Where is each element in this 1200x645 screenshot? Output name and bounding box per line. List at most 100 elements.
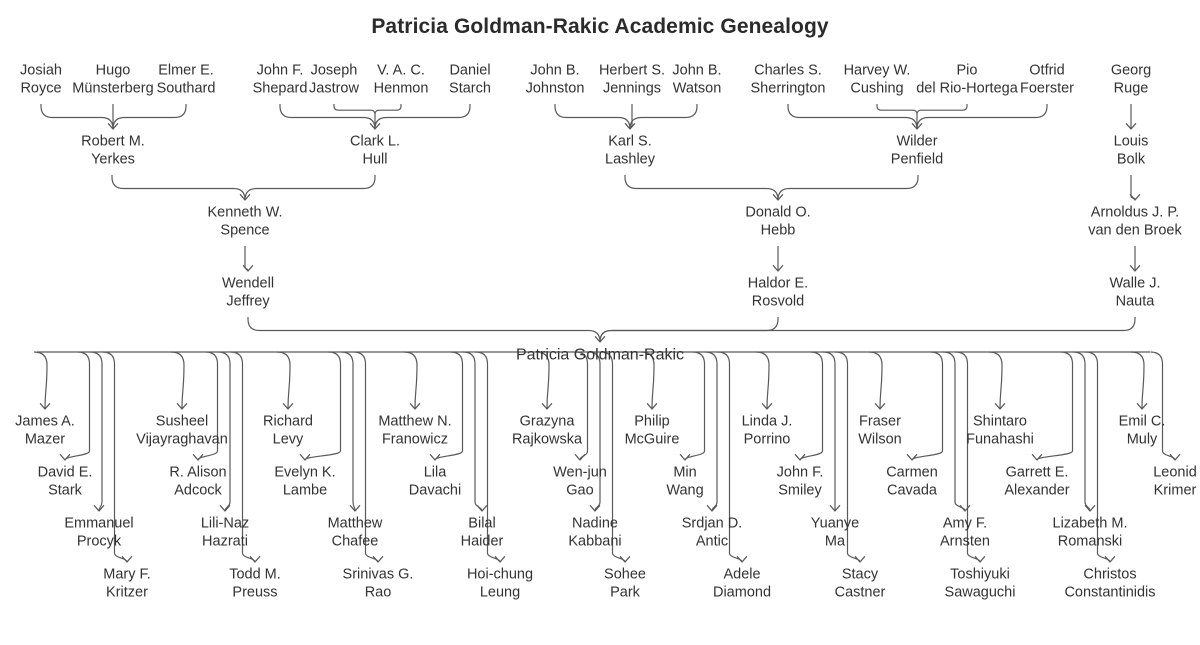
svg-text:Elmer E.: Elmer E. bbox=[158, 62, 214, 78]
svg-text:Yuanye: Yuanye bbox=[811, 515, 859, 531]
svg-text:Münsterberg: Münsterberg bbox=[72, 80, 153, 96]
svg-text:Lila: Lila bbox=[424, 464, 448, 480]
svg-text:Alexander: Alexander bbox=[1004, 482, 1069, 498]
svg-text:Franowicz: Franowicz bbox=[382, 431, 448, 447]
svg-text:Funahashi: Funahashi bbox=[966, 431, 1034, 447]
svg-text:Daniel: Daniel bbox=[449, 62, 490, 78]
svg-text:Preuss: Preuss bbox=[232, 584, 277, 600]
svg-text:Arnsten: Arnsten bbox=[940, 533, 990, 549]
svg-text:Cavada: Cavada bbox=[887, 482, 938, 498]
svg-text:Rao: Rao bbox=[365, 584, 392, 600]
svg-text:Penfield: Penfield bbox=[891, 151, 943, 167]
svg-text:John F.: John F. bbox=[257, 62, 304, 78]
svg-text:Lashley: Lashley bbox=[605, 151, 656, 167]
svg-text:Procyk: Procyk bbox=[77, 533, 122, 549]
svg-text:Kenneth W.: Kenneth W. bbox=[208, 204, 283, 220]
svg-text:Kritzer: Kritzer bbox=[106, 584, 148, 600]
svg-text:V. A. C.: V. A. C. bbox=[377, 62, 425, 78]
svg-text:Rosvold: Rosvold bbox=[752, 293, 804, 309]
svg-text:Foerster: Foerster bbox=[1020, 80, 1074, 96]
svg-text:Lizabeth M.: Lizabeth M. bbox=[1053, 515, 1128, 531]
svg-text:Jeffrey: Jeffrey bbox=[226, 293, 270, 309]
svg-text:Muly: Muly bbox=[1127, 431, 1158, 447]
svg-text:Christos: Christos bbox=[1083, 566, 1136, 582]
svg-text:Matthew: Matthew bbox=[328, 515, 383, 531]
svg-text:Louis: Louis bbox=[1114, 133, 1149, 149]
svg-text:Wen-jun: Wen-jun bbox=[553, 464, 607, 480]
svg-text:John B.: John B. bbox=[530, 62, 579, 78]
svg-text:Srinivas G.: Srinivas G. bbox=[343, 566, 414, 582]
svg-text:Walle J.: Walle J. bbox=[1109, 275, 1160, 291]
svg-text:Chafee: Chafee bbox=[332, 533, 379, 549]
svg-text:Adcock: Adcock bbox=[174, 482, 222, 498]
svg-text:del Rio-Hortega: del Rio-Hortega bbox=[916, 80, 1018, 96]
svg-text:Nadine: Nadine bbox=[572, 515, 618, 531]
svg-text:Smiley: Smiley bbox=[778, 482, 822, 498]
svg-text:Lili-Naz: Lili-Naz bbox=[201, 515, 249, 531]
svg-text:Stark: Stark bbox=[48, 482, 83, 498]
svg-text:Wilson: Wilson bbox=[858, 431, 902, 447]
svg-text:Royce: Royce bbox=[20, 80, 61, 96]
svg-text:David E.: David E. bbox=[38, 464, 93, 480]
svg-text:Jennings: Jennings bbox=[603, 80, 661, 96]
svg-text:Hugo: Hugo bbox=[96, 62, 131, 78]
svg-text:Constantinidis: Constantinidis bbox=[1064, 584, 1155, 600]
svg-text:Leung: Leung bbox=[480, 584, 520, 600]
svg-text:Evelyn K.: Evelyn K. bbox=[274, 464, 335, 480]
svg-text:Emmanuel: Emmanuel bbox=[64, 515, 133, 531]
svg-text:Harvey W.: Harvey W. bbox=[844, 62, 911, 78]
svg-text:Haider: Haider bbox=[461, 533, 504, 549]
svg-text:Donald O.: Donald O. bbox=[745, 204, 810, 220]
svg-text:Bolk: Bolk bbox=[1117, 151, 1146, 167]
svg-text:Diamond: Diamond bbox=[713, 584, 771, 600]
svg-text:Romanski: Romanski bbox=[1058, 533, 1122, 549]
svg-text:Mary F.: Mary F. bbox=[103, 566, 151, 582]
svg-text:Matthew N.: Matthew N. bbox=[378, 413, 451, 429]
svg-text:Leonid: Leonid bbox=[1153, 464, 1197, 480]
svg-text:Krimer: Krimer bbox=[1154, 482, 1197, 498]
svg-text:Sawaguchi: Sawaguchi bbox=[945, 584, 1016, 600]
svg-text:Joseph: Joseph bbox=[311, 62, 358, 78]
svg-text:Park: Park bbox=[610, 584, 641, 600]
svg-text:Pio: Pio bbox=[957, 62, 978, 78]
svg-text:Shepard: Shepard bbox=[253, 80, 308, 96]
svg-text:Robert M.: Robert M. bbox=[81, 133, 145, 149]
svg-text:Ma: Ma bbox=[825, 533, 846, 549]
svg-text:Porrino: Porrino bbox=[744, 431, 791, 447]
svg-text:Garrett E.: Garrett E. bbox=[1006, 464, 1069, 480]
svg-text:Philip: Philip bbox=[634, 413, 669, 429]
svg-text:Jastrow: Jastrow bbox=[309, 80, 359, 96]
svg-text:Spence: Spence bbox=[220, 222, 269, 238]
svg-text:Levy: Levy bbox=[273, 431, 304, 447]
svg-text:Mazer: Mazer bbox=[25, 431, 65, 447]
svg-text:McGuire: McGuire bbox=[625, 431, 680, 447]
svg-text:Gao: Gao bbox=[566, 482, 593, 498]
svg-text:Clark L.: Clark L. bbox=[350, 133, 400, 149]
svg-text:Kabbani: Kabbani bbox=[568, 533, 621, 549]
svg-text:Charles S.: Charles S. bbox=[754, 62, 822, 78]
svg-text:Rajkowska: Rajkowska bbox=[512, 431, 583, 447]
svg-text:Fraser: Fraser bbox=[859, 413, 901, 429]
svg-text:Yerkes: Yerkes bbox=[91, 151, 135, 167]
svg-text:Vijayraghavan: Vijayraghavan bbox=[136, 431, 228, 447]
svg-text:Sherrington: Sherrington bbox=[751, 80, 826, 96]
svg-text:Hebb: Hebb bbox=[761, 222, 796, 238]
svg-text:James A.: James A. bbox=[15, 413, 75, 429]
svg-text:Georg: Georg bbox=[1111, 62, 1151, 78]
svg-text:Linda J.: Linda J. bbox=[742, 413, 793, 429]
svg-text:Shintaro: Shintaro bbox=[973, 413, 1027, 429]
svg-text:Wang: Wang bbox=[666, 482, 703, 498]
svg-text:Richard: Richard bbox=[263, 413, 313, 429]
svg-text:Ruge: Ruge bbox=[1114, 80, 1149, 96]
svg-text:Josiah: Josiah bbox=[20, 62, 62, 78]
svg-text:Hoi-chung: Hoi-chung bbox=[467, 566, 533, 582]
svg-text:Hull: Hull bbox=[363, 151, 388, 167]
svg-text:Patricia Goldman-Rakic: Patricia Goldman-Rakic bbox=[516, 347, 684, 364]
svg-text:Emil C.: Emil C. bbox=[1119, 413, 1166, 429]
svg-text:Toshiyuki: Toshiyuki bbox=[950, 566, 1010, 582]
svg-text:John F.: John F. bbox=[777, 464, 824, 480]
svg-text:John B.: John B. bbox=[672, 62, 721, 78]
svg-text:Sohee: Sohee bbox=[604, 566, 646, 582]
svg-text:Grazyna: Grazyna bbox=[520, 413, 576, 429]
svg-text:Antic: Antic bbox=[696, 533, 728, 549]
